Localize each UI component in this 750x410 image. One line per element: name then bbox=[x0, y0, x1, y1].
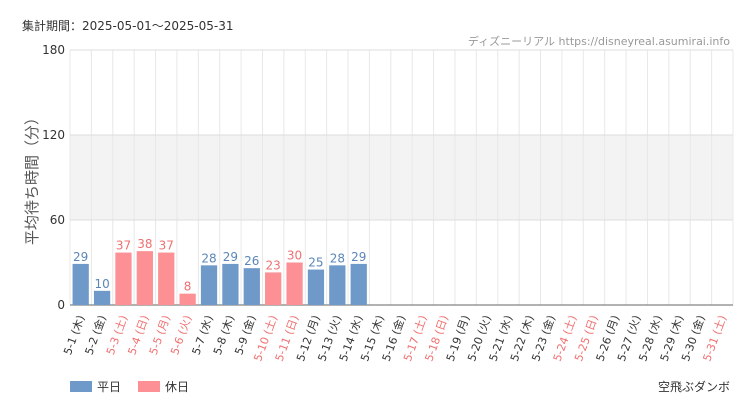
bar-value-label: 23 bbox=[266, 258, 281, 272]
bar bbox=[350, 263, 367, 305]
attraction-name: 空飛ぶダンボ bbox=[657, 380, 730, 394]
bar bbox=[136, 251, 153, 305]
legend-label-weekday: 平日 bbox=[97, 380, 122, 394]
legend-label-holiday: 休日 bbox=[165, 380, 190, 394]
legend-swatch-holiday bbox=[138, 381, 161, 392]
bar bbox=[179, 293, 196, 305]
y-axis-title: 平均待ち時間（分） bbox=[23, 110, 41, 245]
bar bbox=[222, 263, 239, 305]
source-label: ディズニーリアル https://disneyreal.asumirai.inf… bbox=[467, 35, 730, 48]
bar-value-label: 29 bbox=[73, 250, 88, 264]
bar-value-label: 28 bbox=[201, 251, 216, 265]
legend-item-holiday: 休日 bbox=[138, 378, 189, 395]
bar-value-label: 10 bbox=[94, 277, 109, 291]
bar bbox=[93, 290, 111, 305]
y-tick-label: 60 bbox=[50, 213, 65, 227]
bar bbox=[72, 263, 89, 305]
bar bbox=[243, 268, 260, 305]
legend-swatch-weekday bbox=[70, 381, 92, 392]
bar-value-label: 26 bbox=[244, 254, 259, 268]
bar-value-label: 37 bbox=[116, 239, 131, 253]
legend-item-weekday: 平日 bbox=[70, 378, 121, 395]
shaded-band bbox=[70, 135, 733, 220]
bar bbox=[307, 269, 325, 305]
y-tick-label: 0 bbox=[57, 298, 65, 312]
bar bbox=[115, 252, 132, 305]
bar bbox=[158, 252, 175, 305]
bar-value-label: 28 bbox=[330, 251, 345, 265]
bar bbox=[265, 272, 282, 305]
bar-value-label: 37 bbox=[159, 239, 174, 253]
y-tick-label: 180 bbox=[42, 43, 65, 57]
y-tick-label: 120 bbox=[42, 128, 65, 142]
bar-value-label: 38 bbox=[137, 237, 152, 251]
bar-value-label: 25 bbox=[308, 256, 323, 270]
bar bbox=[200, 265, 218, 305]
bar bbox=[286, 262, 303, 305]
bar-value-label: 29 bbox=[351, 250, 366, 264]
bar bbox=[329, 265, 346, 305]
legend: 平日 休日 bbox=[70, 378, 206, 395]
period-label: 集計期間：2025-05-01〜2025-05-31 bbox=[22, 19, 234, 33]
bar-value-label: 29 bbox=[223, 250, 238, 264]
bar-value-label: 8 bbox=[184, 280, 192, 294]
bar-value-label: 30 bbox=[287, 249, 302, 263]
